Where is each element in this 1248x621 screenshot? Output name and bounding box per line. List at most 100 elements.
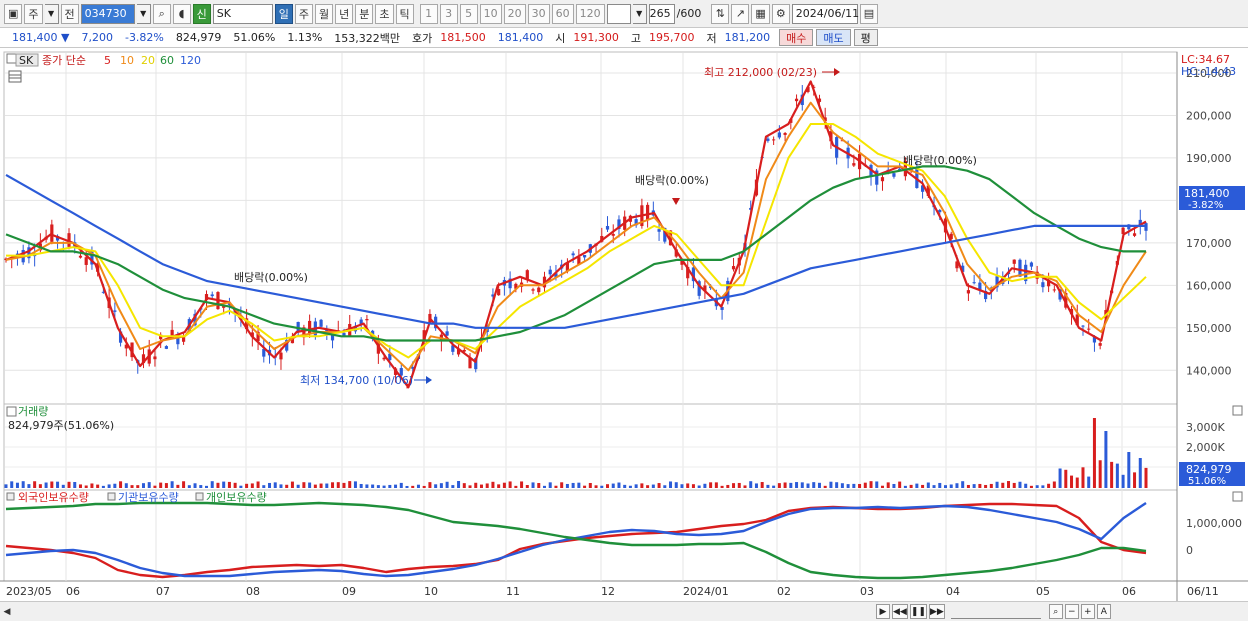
volume-bar xyxy=(680,484,684,488)
volume-bar xyxy=(703,483,707,488)
candle-body xyxy=(686,266,690,279)
plus-icon[interactable]: + xyxy=(1080,604,1095,619)
legend-toggle-icon[interactable] xyxy=(195,492,204,501)
candle-body xyxy=(1132,233,1137,236)
volume-bar xyxy=(909,484,913,488)
volume-bar xyxy=(434,484,438,488)
buy-button[interactable]: 매수 xyxy=(779,29,814,46)
timeframe-button[interactable]: 틱 xyxy=(395,3,414,24)
rewind-icon[interactable]: ◀◀ xyxy=(892,604,908,619)
timeframe-button[interactable]: 주 xyxy=(294,3,314,24)
candle-body xyxy=(468,357,472,369)
zoom-out-icon[interactable]: ⌕ xyxy=(1048,604,1063,619)
period-number-button[interactable]: 20 xyxy=(503,3,526,24)
period-number-button[interactable]: 3 xyxy=(439,3,458,24)
close-icon[interactable] xyxy=(1232,491,1243,502)
zoom-slider[interactable] xyxy=(950,605,1041,619)
volume-bar xyxy=(760,482,764,488)
scroll-right-icon[interactable]: ▶ xyxy=(876,604,890,619)
volume-bar xyxy=(182,481,186,488)
volume-bar xyxy=(686,483,690,488)
candle-body xyxy=(537,287,541,293)
volume-tick-label: 3,000K xyxy=(1186,421,1225,434)
period-number-button[interactable]: 10 xyxy=(479,3,502,24)
high-label: 고 xyxy=(630,31,642,45)
draw-icon[interactable]: ↗ xyxy=(731,3,750,24)
period-number-button[interactable]: 60 xyxy=(551,3,574,24)
volume-bar xyxy=(462,483,466,488)
table-icon[interactable] xyxy=(8,70,22,83)
volume-bar xyxy=(709,482,713,488)
calendar-icon[interactable]: ▤ xyxy=(859,3,879,24)
volume-bar xyxy=(1104,431,1108,488)
open-price: 191,300 xyxy=(573,31,619,44)
indicator-icon[interactable]: ⇅ xyxy=(711,3,730,24)
high-price: 195,700 xyxy=(649,31,695,44)
minus-icon[interactable]: − xyxy=(1064,604,1079,619)
candle-body xyxy=(938,209,942,213)
stock-code-input[interactable]: 034730 xyxy=(80,3,135,24)
chevron-down-icon[interactable]: ▼ xyxy=(136,3,151,24)
fast-forward-icon[interactable]: ▶▶ xyxy=(928,604,945,619)
grid-icon[interactable]: ▦ xyxy=(751,3,770,24)
volume-bar xyxy=(674,482,678,488)
sell-button[interactable]: 매도 xyxy=(816,29,851,46)
volume-bar xyxy=(1035,485,1039,488)
panel-toggle-icon[interactable] xyxy=(6,406,17,417)
speaker-icon[interactable]: ◖ xyxy=(172,3,191,24)
timeframe-button[interactable]: 월 xyxy=(315,3,334,24)
chevron-down-icon[interactable]: ▼ xyxy=(632,3,647,24)
count-input[interactable]: 265 xyxy=(648,3,675,24)
volume-bar xyxy=(1121,474,1125,488)
volume-value: 824,979주(51.06%) xyxy=(8,419,114,432)
period-custom-input[interactable] xyxy=(606,3,631,24)
mode-badge[interactable]: 신 xyxy=(192,3,211,24)
scroll-left-icon[interactable]: ◀ xyxy=(3,606,11,617)
close-icon[interactable] xyxy=(1232,405,1243,416)
chart-scrollbar[interactable]: ◀ ▶ ◀◀ ❚❚ ▶▶ ⌕ − + A xyxy=(0,601,1248,621)
open-label: 시 xyxy=(555,31,566,45)
gear-icon[interactable]: ⚙ xyxy=(771,3,790,24)
volume-bar xyxy=(691,484,695,488)
volume-bar xyxy=(606,484,610,488)
volume-bar xyxy=(1001,482,1005,488)
last-change-label: -3.82% xyxy=(1188,200,1223,211)
candle-body xyxy=(50,224,54,242)
period-select[interactable]: 주 xyxy=(24,3,43,24)
date-input[interactable]: 2024/06/11 xyxy=(791,3,859,24)
holding-tick-label: 0 xyxy=(1186,544,1193,557)
eval-button[interactable]: 평 xyxy=(853,29,878,46)
scroll-track[interactable] xyxy=(14,605,874,619)
stock-name-input[interactable]: SK xyxy=(212,3,273,24)
candle-body xyxy=(382,357,386,360)
font-icon[interactable]: A xyxy=(1096,604,1111,619)
x-tick-label: 06 xyxy=(1122,585,1136,598)
period-number-button[interactable]: 120 xyxy=(575,3,605,24)
timeframe-button[interactable]: 일 xyxy=(274,3,293,24)
volume-bar xyxy=(714,482,718,488)
price-panel[interactable] xyxy=(3,51,1178,405)
volume-bar xyxy=(319,483,323,488)
pause-icon[interactable]: ❚❚ xyxy=(909,604,927,619)
panel-toggle-icon[interactable] xyxy=(6,53,17,64)
prev-button[interactable]: 전 xyxy=(60,3,79,24)
price-change: 7,200 xyxy=(81,31,113,44)
timeframe-button[interactable]: 초 xyxy=(375,3,394,24)
volume-bar xyxy=(411,485,415,488)
layout-icon[interactable]: ▣ xyxy=(4,3,23,24)
timeframe-button[interactable]: 년 xyxy=(335,3,354,24)
period-number-button[interactable]: 30 xyxy=(527,3,550,24)
volume-bar xyxy=(119,481,123,488)
period-number-button[interactable]: 5 xyxy=(459,3,478,24)
volume-bar xyxy=(898,481,902,488)
candle-body xyxy=(554,273,558,278)
x-tick-label: 12 xyxy=(601,585,615,598)
period-number-button[interactable]: 1 xyxy=(419,3,438,24)
search-icon[interactable]: ⌕ xyxy=(152,3,171,24)
stock-chart[interactable]: 210,000200,000190,000180,000170,000160,0… xyxy=(0,48,1248,601)
legend-toggle-icon[interactable] xyxy=(107,492,116,501)
chevron-down-icon[interactable]: ▼ xyxy=(44,3,59,24)
timeframe-button[interactable]: 분 xyxy=(355,3,374,24)
volume-bar xyxy=(388,484,392,488)
legend-toggle-icon[interactable] xyxy=(6,492,15,501)
